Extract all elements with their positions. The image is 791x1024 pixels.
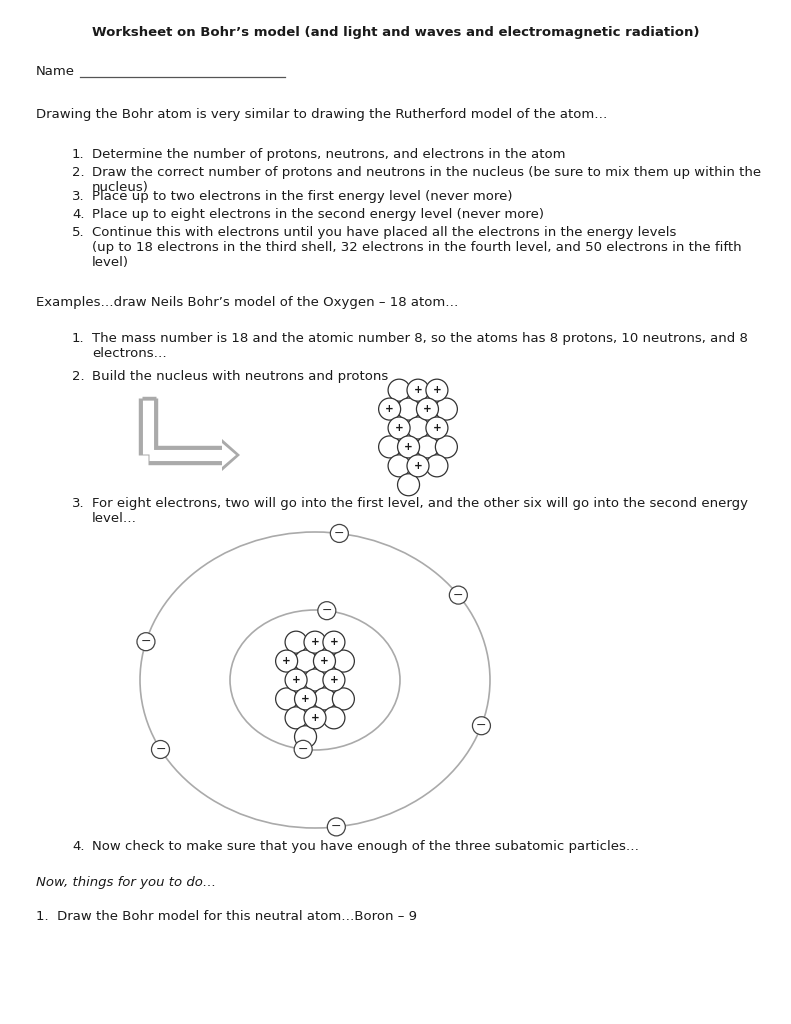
Text: +: + xyxy=(433,385,441,395)
Circle shape xyxy=(388,379,410,401)
Text: +: + xyxy=(311,713,320,723)
Text: +: + xyxy=(311,637,320,647)
Circle shape xyxy=(323,669,345,691)
Text: Draw the correct number of protons and neutrons in the nucleus (be sure to mix t: Draw the correct number of protons and n… xyxy=(92,166,761,194)
Text: 1.  Draw the Bohr model for this neutral atom…Boron – 9: 1. Draw the Bohr model for this neutral … xyxy=(36,910,417,923)
Polygon shape xyxy=(222,439,240,471)
Text: 1.: 1. xyxy=(72,332,85,345)
Circle shape xyxy=(332,688,354,710)
Text: +: + xyxy=(385,404,394,414)
Text: +: + xyxy=(301,694,310,703)
Circle shape xyxy=(327,818,346,836)
Circle shape xyxy=(318,602,336,620)
Circle shape xyxy=(285,707,307,729)
Text: Examples…draw Neils Bohr’s model of the Oxygen – 18 atom…: Examples…draw Neils Bohr’s model of the … xyxy=(36,296,458,309)
Text: Drawing the Bohr atom is very similar to drawing the Rutherford model of the ato: Drawing the Bohr atom is very similar to… xyxy=(36,108,607,121)
Text: +: + xyxy=(330,675,339,685)
Circle shape xyxy=(332,650,354,672)
Circle shape xyxy=(294,726,316,748)
Text: −: − xyxy=(141,635,151,648)
Text: −: − xyxy=(334,527,345,540)
Circle shape xyxy=(449,586,467,604)
Text: −: − xyxy=(453,589,464,602)
Circle shape xyxy=(426,417,448,439)
Text: 1.: 1. xyxy=(72,148,85,161)
Text: +: + xyxy=(395,423,403,433)
Circle shape xyxy=(313,650,335,672)
Text: Determine the number of protons, neutrons, and electrons in the atom: Determine the number of protons, neutron… xyxy=(92,148,566,161)
Text: +: + xyxy=(423,404,432,414)
Circle shape xyxy=(304,669,326,691)
Text: 2.: 2. xyxy=(72,370,85,383)
Text: 3.: 3. xyxy=(72,497,85,510)
Text: +: + xyxy=(330,637,339,647)
Circle shape xyxy=(398,474,419,496)
Text: +: + xyxy=(414,461,422,471)
Circle shape xyxy=(313,688,335,710)
Text: 4.: 4. xyxy=(72,208,85,221)
Text: Continue this with electrons until you have placed all the electrons in the ener: Continue this with electrons until you h… xyxy=(92,226,742,269)
Circle shape xyxy=(304,631,326,653)
Text: +: + xyxy=(433,423,441,433)
Text: Build the nucleus with neutrons and protons: Build the nucleus with neutrons and prot… xyxy=(92,370,388,383)
Text: 3.: 3. xyxy=(72,190,85,203)
Circle shape xyxy=(304,707,326,729)
Circle shape xyxy=(137,633,155,650)
Text: +: + xyxy=(404,442,413,452)
Text: Name: Name xyxy=(36,65,75,78)
Text: Now, things for you to do…: Now, things for you to do… xyxy=(36,876,216,889)
Text: +: + xyxy=(282,656,291,666)
Circle shape xyxy=(426,379,448,401)
Circle shape xyxy=(398,398,419,420)
Text: Place up to eight electrons in the second energy level (never more): Place up to eight electrons in the secon… xyxy=(92,208,544,221)
Circle shape xyxy=(388,455,410,477)
Circle shape xyxy=(407,455,429,477)
Text: −: − xyxy=(476,719,486,732)
Circle shape xyxy=(435,398,457,420)
Text: Place up to two electrons in the first energy level (never more): Place up to two electrons in the first e… xyxy=(92,190,513,203)
Circle shape xyxy=(379,398,400,420)
Circle shape xyxy=(435,436,457,458)
Text: +: + xyxy=(414,385,422,395)
Circle shape xyxy=(323,631,345,653)
Text: Now check to make sure that you have enough of the three subatomic particles…: Now check to make sure that you have eno… xyxy=(92,840,639,853)
Text: +: + xyxy=(292,675,301,685)
Circle shape xyxy=(285,631,307,653)
Circle shape xyxy=(416,398,438,420)
Text: −: − xyxy=(331,820,342,834)
Circle shape xyxy=(275,650,297,672)
Text: 4.: 4. xyxy=(72,840,85,853)
Text: +: + xyxy=(320,656,329,666)
Circle shape xyxy=(285,669,307,691)
Circle shape xyxy=(407,417,429,439)
Text: Worksheet on Bohr’s model (and light and waves and electromagnetic radiation): Worksheet on Bohr’s model (and light and… xyxy=(92,26,699,39)
Polygon shape xyxy=(222,443,236,467)
Text: −: − xyxy=(298,742,308,756)
Circle shape xyxy=(275,688,297,710)
Circle shape xyxy=(426,455,448,477)
Text: 5.: 5. xyxy=(72,226,85,239)
Circle shape xyxy=(323,707,345,729)
Circle shape xyxy=(331,524,348,543)
Circle shape xyxy=(388,417,410,439)
Circle shape xyxy=(398,436,419,458)
Circle shape xyxy=(379,436,400,458)
Circle shape xyxy=(407,379,429,401)
Circle shape xyxy=(152,740,169,759)
Text: The mass number is 18 and the atomic number 8, so the atoms has 8 protons, 10 ne: The mass number is 18 and the atomic num… xyxy=(92,332,747,360)
Circle shape xyxy=(294,740,312,759)
Circle shape xyxy=(416,436,438,458)
Text: −: − xyxy=(322,604,332,617)
Text: For eight electrons, two will go into the first level, and the other six will go: For eight electrons, two will go into th… xyxy=(92,497,748,525)
Circle shape xyxy=(472,717,490,735)
Circle shape xyxy=(294,688,316,710)
Circle shape xyxy=(294,650,316,672)
Text: −: − xyxy=(155,743,166,756)
Text: 2.: 2. xyxy=(72,166,85,179)
